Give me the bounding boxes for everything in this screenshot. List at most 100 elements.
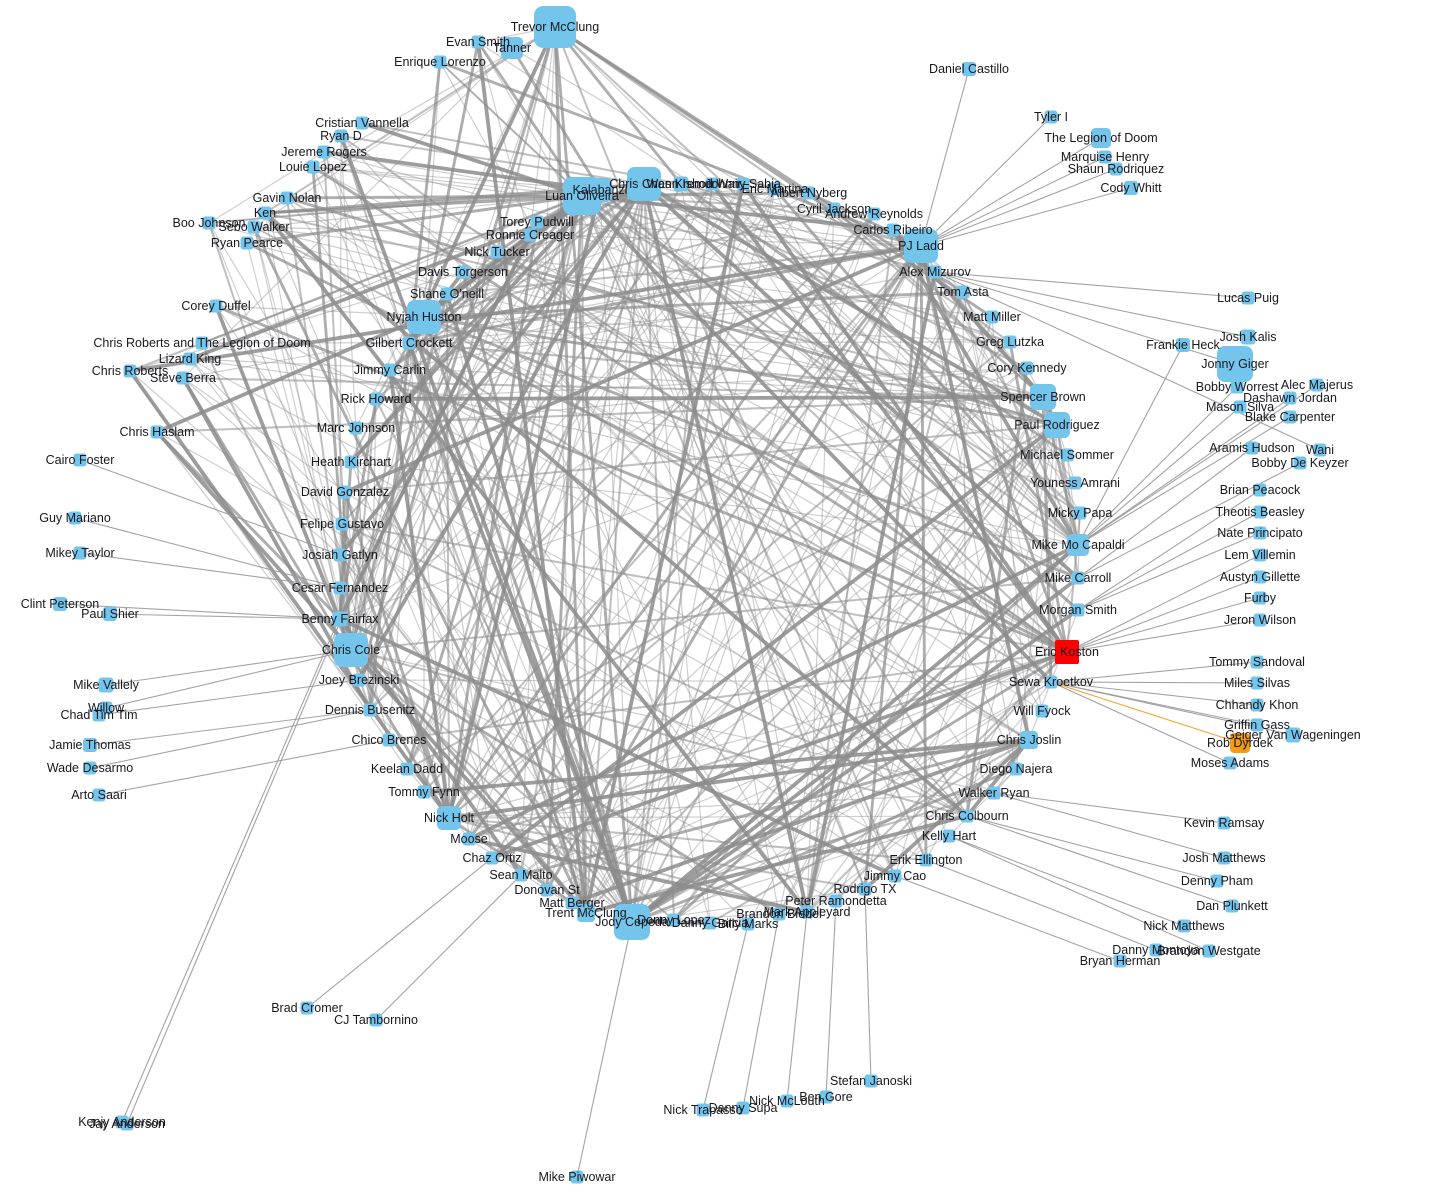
svg-text:Nick Tucker: Nick Tucker — [464, 245, 529, 259]
svg-text:Donny Lopez: Donny Lopez — [637, 913, 711, 927]
svg-text:Donovan St: Donovan St — [514, 883, 580, 897]
svg-text:Denny Pham: Denny Pham — [1181, 874, 1253, 888]
svg-text:Andrew Reynolds: Andrew Reynolds — [825, 207, 923, 221]
svg-text:Dennis Busenitz: Dennis Busenitz — [325, 703, 415, 717]
svg-text:Cristian Vannella: Cristian Vannella — [315, 116, 409, 130]
svg-text:Paul Rodriguez: Paul Rodriguez — [1014, 418, 1099, 432]
svg-text:Brad Cromer: Brad Cromer — [271, 1001, 343, 1015]
svg-text:Bobby De Keyzer: Bobby De Keyzer — [1251, 456, 1348, 470]
svg-text:Cesar Fernandez: Cesar Fernandez — [292, 581, 389, 595]
svg-text:Trevor McClung: Trevor McClung — [511, 20, 599, 34]
svg-text:The Legion of Doom: The Legion of Doom — [1044, 131, 1157, 145]
svg-text:Josh Kalis: Josh Kalis — [1220, 330, 1277, 344]
svg-text:Chris Colbourn: Chris Colbourn — [925, 809, 1008, 823]
svg-text:Mike Carroll: Mike Carroll — [1045, 571, 1112, 585]
svg-text:Marc Johnson: Marc Johnson — [317, 421, 396, 435]
svg-text:Matt Berger: Matt Berger — [539, 896, 604, 910]
svg-text:Cairo Foster: Cairo Foster — [46, 453, 115, 467]
svg-text:Eric Koston: Eric Koston — [1035, 645, 1099, 659]
svg-text:Greg Lutzka: Greg Lutzka — [976, 335, 1044, 349]
svg-text:Bryan Herman: Bryan Herman — [1080, 954, 1161, 968]
svg-text:Youness Amrani: Youness Amrani — [1030, 476, 1120, 490]
svg-text:Moose: Moose — [450, 832, 488, 846]
svg-text:Jeron Wilson: Jeron Wilson — [1224, 613, 1296, 627]
svg-text:Keelan Dadd: Keelan Dadd — [371, 762, 443, 776]
svg-text:Mikey Taylor: Mikey Taylor — [45, 546, 114, 560]
svg-text:Jimmy Cao: Jimmy Cao — [864, 869, 927, 883]
svg-text:Spencer Brown: Spencer Brown — [1000, 390, 1086, 404]
svg-text:Blake Carpenter: Blake Carpenter — [1245, 410, 1335, 424]
svg-text:Chris Cole: Chris Cole — [322, 643, 380, 657]
svg-text:Nick Matthews: Nick Matthews — [1143, 919, 1224, 933]
svg-text:Cory Kennedy: Cory Kennedy — [987, 361, 1067, 375]
svg-text:Miles Silvas: Miles Silvas — [1224, 676, 1290, 690]
svg-text:Josiah Gatlyn: Josiah Gatlyn — [302, 548, 378, 562]
svg-text:Jonny Giger: Jonny Giger — [1201, 357, 1268, 371]
svg-text:Evan Smith: Evan Smith — [446, 35, 510, 49]
svg-text:Lucas Puig: Lucas Puig — [1217, 291, 1279, 305]
svg-text:Nate Principato: Nate Principato — [1217, 526, 1303, 540]
svg-text:Nyjah Huston: Nyjah Huston — [386, 310, 461, 324]
svg-text:Tommy Fynn: Tommy Fynn — [388, 785, 460, 799]
svg-text:Dan Plunkett: Dan Plunkett — [1196, 899, 1268, 913]
svg-text:Aramis Hudson: Aramis Hudson — [1209, 441, 1294, 455]
svg-text:Stefan Janoski: Stefan Janoski — [830, 1074, 912, 1088]
svg-text:Gilbert Crockett: Gilbert Crockett — [366, 336, 453, 350]
svg-text:Nick Holt: Nick Holt — [424, 811, 475, 825]
svg-text:Sebo Walker: Sebo Walker — [218, 220, 289, 234]
svg-text:Mike Mo Capaldi: Mike Mo Capaldi — [1031, 538, 1124, 552]
svg-text:Theotis Beasley: Theotis Beasley — [1216, 505, 1306, 519]
svg-text:Kelly Hart: Kelly Hart — [922, 829, 977, 843]
svg-text:Enrique Lorenzo: Enrique Lorenzo — [394, 55, 486, 69]
svg-text:Felipe Gustavo: Felipe Gustavo — [300, 517, 384, 531]
svg-text:Ryan Pearce: Ryan Pearce — [211, 236, 283, 250]
svg-text:Arto Saari: Arto Saari — [71, 788, 127, 802]
svg-text:Erik Ellington: Erik Ellington — [890, 853, 963, 867]
svg-text:Wani: Wani — [1306, 443, 1334, 457]
svg-text:Furby: Furby — [1244, 591, 1277, 605]
svg-text:Carlos Ribeiro: Carlos Ribeiro — [853, 223, 932, 237]
svg-text:Heath Kirchart: Heath Kirchart — [311, 455, 391, 469]
svg-text:Josh Matthews: Josh Matthews — [1182, 851, 1265, 865]
svg-text:Ryan D: Ryan D — [320, 129, 362, 143]
svg-text:Shaun Rodriquez: Shaun Rodriquez — [1068, 162, 1165, 176]
svg-text:Rob Dyrdek: Rob Dyrdek — [1207, 736, 1274, 750]
svg-text:Mike Piwowar: Mike Piwowar — [538, 1170, 615, 1184]
svg-text:Ronnie Creager: Ronnie Creager — [486, 228, 574, 242]
svg-text:Rick Howard: Rick Howard — [341, 392, 412, 406]
svg-text:Corey Duffel: Corey Duffel — [181, 299, 250, 313]
svg-text:Brian Peacock: Brian Peacock — [1220, 483, 1301, 497]
svg-text:Moses Adams: Moses Adams — [1191, 756, 1270, 770]
svg-text:Morgan Smith: Morgan Smith — [1039, 603, 1117, 617]
svg-text:Albert Nyberg: Albert Nyberg — [771, 186, 847, 200]
svg-text:Paul Shier: Paul Shier — [81, 607, 139, 621]
svg-text:Jay Anderson: Jay Anderson — [89, 1117, 165, 1131]
svg-text:Nick Trapasso: Nick Trapasso — [663, 1103, 742, 1117]
svg-text:Sean Malto: Sean Malto — [489, 868, 552, 882]
svg-text:Chris Roberts and The Legion o: Chris Roberts and The Legion of Doom — [93, 336, 310, 350]
svg-text:Frankie Heck: Frankie Heck — [1146, 338, 1220, 352]
svg-text:Louie Lopez: Louie Lopez — [279, 160, 347, 174]
svg-text:Kalabanzi: Kalabanzi — [573, 183, 628, 197]
svg-text:Chris Haslam: Chris Haslam — [119, 425, 194, 439]
svg-text:Steve Berra: Steve Berra — [150, 371, 216, 385]
svg-text:Tyler I: Tyler I — [1034, 110, 1068, 124]
svg-text:David Gonzalez: David Gonzalez — [301, 485, 389, 499]
svg-text:Davis Torgerson: Davis Torgerson — [418, 265, 508, 279]
svg-text:Lem Villemin: Lem Villemin — [1224, 548, 1295, 562]
svg-text:Matt Miller: Matt Miller — [963, 310, 1021, 324]
svg-text:Alex Mizurov: Alex Mizurov — [899, 265, 971, 279]
svg-text:Ken: Ken — [254, 206, 276, 220]
svg-text:Tom Asta: Tom Asta — [937, 285, 988, 299]
svg-text:PJ Ladd: PJ Ladd — [898, 239, 944, 253]
svg-text:Michael Sommer: Michael Sommer — [1020, 448, 1114, 462]
svg-text:Austyn Gillette: Austyn Gillette — [1220, 570, 1301, 584]
svg-text:Kevin Ramsay: Kevin Ramsay — [1184, 816, 1265, 830]
svg-text:Jereme Rogers: Jereme Rogers — [281, 145, 366, 159]
svg-text:Micky Papa: Micky Papa — [1048, 506, 1113, 520]
svg-text:Jamie Thomas: Jamie Thomas — [49, 738, 131, 752]
svg-text:Wade Desarmo: Wade Desarmo — [47, 761, 133, 775]
svg-text:Shane O'neill: Shane O'neill — [410, 287, 484, 301]
svg-text:Guy Mariano: Guy Mariano — [39, 511, 111, 525]
svg-text:Chaz Ortiz: Chaz Ortiz — [462, 851, 521, 865]
